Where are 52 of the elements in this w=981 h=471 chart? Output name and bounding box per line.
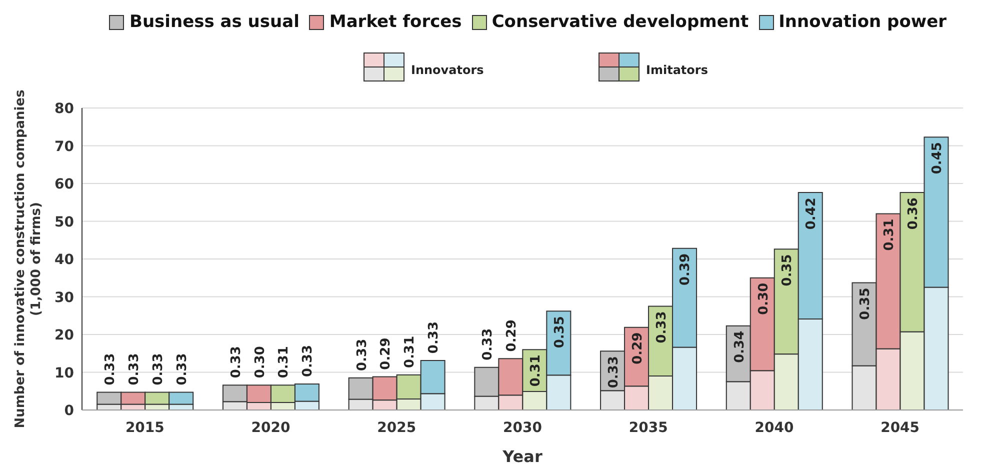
annotation: 0.33 xyxy=(426,322,442,354)
annotation: 0.35 xyxy=(858,288,874,320)
x-tick-label: 2025 xyxy=(377,420,416,436)
annotation: 0.33 xyxy=(228,346,244,378)
annotation: 0.31 xyxy=(528,354,544,387)
y-tick-label: 20 xyxy=(54,328,74,344)
annotation: 0.29 xyxy=(630,332,646,364)
y-axis-title: Number of innovative construction companies (1,000 of firms) xyxy=(13,89,44,428)
y-tick-label: 40 xyxy=(54,252,74,268)
annotation: 0.30 xyxy=(756,282,772,315)
annotation: 0.33 xyxy=(480,328,496,360)
x-tick-label: 2015 xyxy=(125,420,164,436)
x-axis-title: Year xyxy=(502,447,542,466)
annotation: 0.31 xyxy=(402,336,418,368)
y-tick-label: 10 xyxy=(54,365,74,382)
annotation: 0.29 xyxy=(378,338,394,370)
x-tick-label: 2040 xyxy=(754,420,794,436)
annotation: 0.33 xyxy=(606,356,622,388)
x-tick-label: 2035 xyxy=(628,420,668,436)
text: Innovators xyxy=(411,63,484,77)
annotation: 0.33 xyxy=(126,353,142,386)
annotation: 0.30 xyxy=(252,346,268,378)
y-tick-label: 70 xyxy=(54,138,74,155)
annotation: 0.39 xyxy=(678,253,694,286)
annotation: 0.29 xyxy=(504,320,520,352)
text: Imitators xyxy=(646,63,708,77)
y-tick-label: 30 xyxy=(54,290,74,306)
annotation: 0.33 xyxy=(300,344,316,377)
legend-label: Conservative development xyxy=(490,12,749,32)
annotation: 0.36 xyxy=(906,198,922,230)
y-tick-label: 50 xyxy=(54,214,74,230)
annotation: 0.33 xyxy=(150,353,166,386)
annotation: 0.33 xyxy=(103,353,118,386)
y-tick-label: 80 xyxy=(54,101,74,117)
x-tick-label: 2020 xyxy=(251,420,291,436)
annotation: 0.31 xyxy=(882,218,898,251)
annotation: 0.35 xyxy=(780,254,796,286)
y-tick-label: 0 xyxy=(64,403,74,419)
annotation: 0.33 xyxy=(174,353,190,386)
annotation: 0.34 xyxy=(732,330,748,363)
annotation: 0.42 xyxy=(804,198,820,230)
legend-label: Innovation power xyxy=(778,12,946,32)
annotation: 0.35 xyxy=(552,316,568,348)
legend-label: Business as usual xyxy=(128,12,300,32)
x-tick-label: 2030 xyxy=(503,420,542,436)
annotation: 0.33 xyxy=(654,311,670,344)
annotation: 0.45 xyxy=(930,142,945,174)
y-tick-label: 60 xyxy=(54,176,74,192)
legend-label: Market forces xyxy=(328,12,462,32)
annotation: 0.31 xyxy=(276,346,292,378)
annotation: 0.33 xyxy=(354,338,370,371)
x-tick-label: 2045 xyxy=(880,420,920,436)
